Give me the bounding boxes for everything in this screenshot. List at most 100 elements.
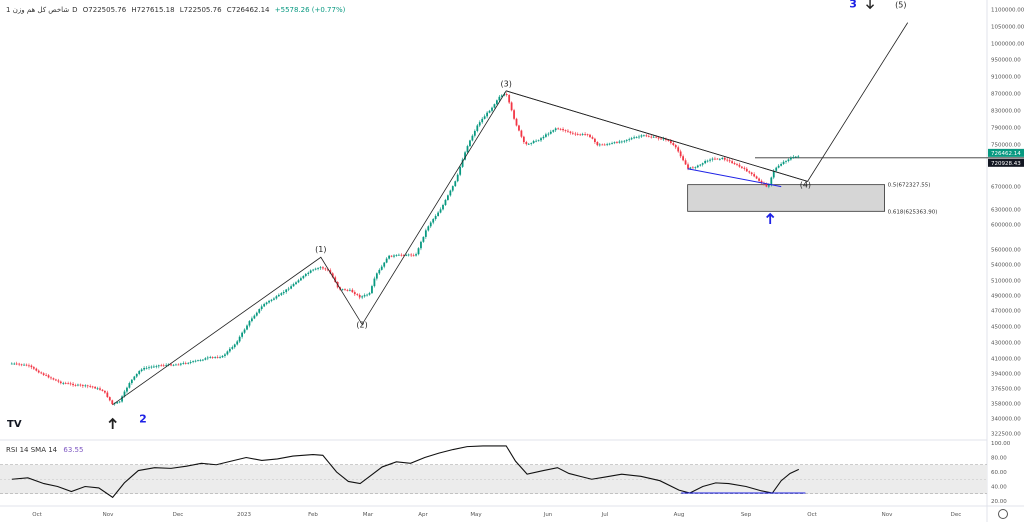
candle-body — [589, 134, 591, 138]
candle-body — [792, 156, 795, 158]
candle-body — [562, 128, 564, 131]
candle-body — [363, 295, 366, 297]
level-price-label: 720928.43 — [991, 161, 1021, 167]
candle-body — [13, 363, 16, 365]
candle-body — [341, 289, 344, 291]
candle-body — [711, 158, 714, 160]
candle-body — [459, 166, 462, 175]
candle-body — [422, 236, 425, 242]
candle-body — [508, 95, 511, 103]
price-tick-label: 870000.00 — [991, 92, 1021, 98]
candle-body — [500, 95, 503, 97]
candle-body — [140, 369, 143, 372]
candle-body — [319, 267, 322, 269]
candle-body — [496, 100, 498, 105]
candle-body — [15, 363, 18, 365]
candle-body — [728, 160, 731, 162]
candle-body — [660, 138, 662, 140]
candle-body — [718, 158, 721, 160]
candle-body — [417, 248, 420, 255]
candle-body — [243, 329, 246, 333]
candle-body — [177, 364, 180, 366]
candle-body — [268, 300, 270, 303]
candle-body — [476, 125, 479, 131]
candle-body — [111, 400, 114, 405]
candle-body — [456, 174, 459, 182]
candle-body — [23, 364, 25, 366]
candle-body — [674, 145, 677, 148]
time-tick-label: Feb — [308, 512, 318, 518]
candle-body — [638, 136, 640, 138]
candle-body — [461, 159, 464, 167]
tradingview-logo-icon[interactable]: TV — [7, 419, 22, 430]
candle-body — [647, 136, 650, 138]
candle-body — [194, 360, 197, 362]
candle-body — [199, 360, 202, 361]
candle-body — [153, 366, 155, 368]
wave-label: (4) — [800, 181, 811, 190]
change-value: +5578.26 (+0.77%) — [274, 6, 346, 14]
candle-body — [184, 362, 187, 364]
price-tick-label: 540000.00 — [991, 263, 1021, 269]
fib-zone-rect — [687, 184, 885, 212]
rsi-tick-label: 60.00 — [991, 470, 1007, 476]
candle-body — [569, 131, 572, 133]
candle-body — [689, 167, 692, 169]
candle-body — [179, 363, 182, 365]
candle-body — [442, 204, 444, 210]
rsi-tick-label: 20.00 — [991, 499, 1007, 505]
trendline — [687, 168, 782, 188]
candle-body — [380, 266, 383, 270]
candle-body — [116, 402, 119, 404]
candle-body — [297, 280, 300, 283]
candle-body — [351, 289, 354, 293]
candle-body — [326, 269, 329, 271]
candle-body — [696, 165, 699, 168]
rsi-title[interactable]: RSI 14 SMA 14 — [6, 446, 58, 454]
candle-body — [260, 306, 263, 310]
candle-body — [329, 270, 332, 274]
time-tick-label: Jul — [601, 512, 609, 518]
candle-body — [270, 299, 273, 301]
symbol-header[interactable]: شاخص کل هم وزن 1D O722505.76 H727615.18 … — [6, 6, 348, 14]
candle-body — [481, 118, 484, 123]
rsi-header[interactable]: RSI 14 SMA 14 63.55 — [6, 446, 87, 454]
candle-body — [613, 142, 616, 144]
candle-body — [292, 284, 295, 287]
candle-body — [236, 341, 239, 345]
gear-icon[interactable] — [998, 509, 1008, 519]
candle-body — [150, 366, 153, 368]
candle-body — [214, 357, 217, 359]
candle-body — [113, 403, 116, 405]
candle-body — [375, 273, 378, 279]
candle-body — [10, 363, 13, 365]
candle-body — [221, 355, 224, 358]
candle-body — [84, 385, 87, 387]
candle-body — [704, 161, 707, 164]
price-tick-label: 910000.00 — [991, 75, 1021, 81]
interval-label[interactable]: 1D — [6, 6, 78, 14]
candle-body — [780, 163, 783, 166]
candle-body — [300, 278, 302, 281]
candle-body — [669, 140, 672, 144]
candle-body — [567, 130, 569, 132]
candle-body — [258, 309, 261, 313]
candle-body — [304, 273, 307, 276]
candle-body — [246, 325, 248, 330]
candle-body — [755, 176, 758, 179]
candle-body — [694, 167, 697, 169]
candle-body — [282, 292, 285, 294]
candle-body — [263, 304, 266, 307]
candle-body — [238, 336, 241, 342]
candle-body — [407, 254, 410, 256]
candle-body — [427, 226, 430, 231]
symbol-name[interactable]: شاخص کل هم وزن — [12, 6, 70, 14]
candle-body — [554, 128, 557, 131]
candle-body — [571, 132, 574, 134]
candle-body — [366, 294, 368, 296]
candle-body — [248, 321, 251, 326]
candle-body — [383, 262, 386, 267]
candle-body — [594, 138, 596, 143]
candle-body — [692, 167, 694, 169]
